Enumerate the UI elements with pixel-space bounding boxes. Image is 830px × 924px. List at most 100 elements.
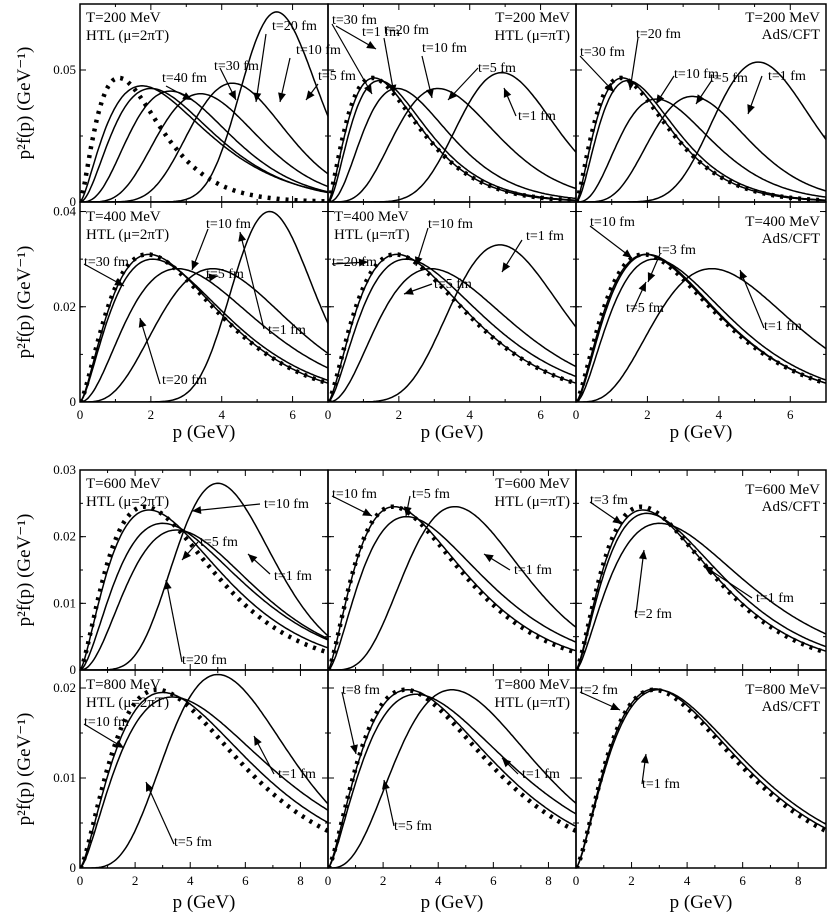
arrow-head <box>362 508 372 516</box>
arrow-head <box>627 80 636 90</box>
temperature-label: T=400 MeV <box>745 214 820 230</box>
arrow-head <box>114 278 124 286</box>
arrow-head <box>254 736 262 746</box>
series-curve <box>328 505 576 670</box>
series-curve <box>328 693 576 868</box>
annotation-label: t=20 fm <box>182 653 227 668</box>
arrow-head <box>238 232 247 242</box>
method-label: HTL (μ=2πT) <box>86 28 169 44</box>
panel-r1c0: 0 2 4 6 0 0.02 0.04 T=400 MeV HTL (μ=2πT) t=10 fm… <box>53 201 329 422</box>
ylabel: p²f(p) (GeV⁻¹) <box>14 713 35 826</box>
series-curve <box>328 689 576 868</box>
series-curve <box>80 258 328 402</box>
annotation-label: t=5 fm <box>200 535 238 550</box>
annotation-label: t=3 fm <box>590 493 628 508</box>
panel-r2c0: 0 0.01 0.02 0.03 T=600 MeV HTL (μ=2πT) t=10 fm… <box>53 462 329 677</box>
annotation-label: t=1 fm <box>522 767 560 782</box>
y-tick-label: 0 <box>70 662 77 677</box>
xlabel: p (GeV) <box>421 422 484 443</box>
series-curve <box>80 85 328 202</box>
series-curve <box>80 482 328 670</box>
annotation-label: t=10 fm <box>428 217 473 232</box>
arrow-head <box>182 550 191 560</box>
x-tick-label: 4 <box>218 407 225 422</box>
series-curve <box>80 509 328 670</box>
x-tick-label: 6 <box>787 407 794 422</box>
series-curve <box>328 515 576 670</box>
arrow-head <box>502 262 511 272</box>
series-curve <box>576 688 826 868</box>
annotation-label: t=1 fm <box>278 767 316 782</box>
equilibrium-curve <box>80 75 328 202</box>
method-label: AdS/CFT <box>762 27 820 43</box>
temperature-label: T=600 MeV <box>495 476 570 492</box>
arrow-head <box>306 90 315 100</box>
series-curve <box>576 253 826 402</box>
arrow-head <box>638 282 646 292</box>
x-tick-label: 4 <box>684 873 691 888</box>
ylabel-row-1: p²f(p) (GeV⁻¹) <box>14 246 35 359</box>
arrow-head <box>228 90 236 100</box>
arrow-head <box>638 550 647 560</box>
arrow-head <box>739 270 748 280</box>
temperature-label: T=400 MeV <box>334 209 409 225</box>
ylabel-row-0: p²f(p) (GeV⁻¹) <box>14 47 35 160</box>
annotation-arrow <box>703 565 753 599</box>
x-tick-label: 6 <box>537 407 544 422</box>
y-tick-label: 0.01 <box>53 595 76 610</box>
arrow-head <box>138 318 147 328</box>
series-curve <box>576 98 826 202</box>
annotation-label: t=10 fm <box>264 497 309 512</box>
temperature-label: T=200 MeV <box>745 10 820 26</box>
arrow-head <box>403 506 412 516</box>
series-curve <box>80 210 328 402</box>
annotation-arrow <box>635 549 645 615</box>
arrow-head <box>640 754 649 764</box>
series-curve <box>328 267 576 402</box>
annotation-label: t=5 fm <box>478 61 516 76</box>
arrow-head <box>448 90 458 100</box>
arrow-head <box>358 258 368 267</box>
x-tick-label: 0 <box>573 407 580 422</box>
annotation-label: t=5 fm <box>174 835 212 850</box>
annotation-label: t=1 fm <box>518 109 556 124</box>
arrow-head <box>253 92 262 102</box>
method-label: HTL (μ=πT) <box>494 494 570 510</box>
annotation-label: t=2 fm <box>580 683 618 698</box>
x-tick-label: 6 <box>289 407 296 422</box>
x-tick-label: 6 <box>242 873 249 888</box>
equilibrium-curve <box>328 504 576 670</box>
series-curve <box>328 689 576 868</box>
equilibrium-curve <box>576 687 826 868</box>
xlabel: p (GeV) <box>670 422 733 443</box>
equilibrium-curve <box>576 504 826 670</box>
annotation-label: t=10 fm <box>296 43 341 58</box>
annotation-label: t=30 fm <box>214 59 259 74</box>
annotation-label: t=8 fm <box>342 683 380 698</box>
annotation-label: t=30 fm <box>84 255 129 270</box>
arrow-head <box>622 249 632 258</box>
method-label: HTL (μ=πT) <box>494 28 570 44</box>
temperature-label: T=200 MeV <box>495 10 570 26</box>
arrow-head <box>208 273 218 282</box>
annotation-label: t=1 fm <box>526 229 564 244</box>
x-tick-label: 8 <box>297 873 304 888</box>
arrow-head <box>192 506 202 515</box>
x-tick-label: 2 <box>132 873 139 888</box>
series-curve <box>576 95 826 202</box>
series-curve <box>80 522 328 670</box>
method-label: HTL (μ=2πT) <box>86 227 169 243</box>
arrow-head <box>350 744 358 754</box>
series-curve <box>576 689 826 868</box>
xlabel: p (GeV) <box>421 892 484 913</box>
annotation-label: t=20 fm <box>384 23 429 38</box>
x-tick-label: 0 <box>325 407 332 422</box>
method-label: HTL (μ=πT) <box>494 695 570 711</box>
series-curve <box>80 11 328 202</box>
series-curve <box>80 90 328 202</box>
y-tick-label: 0 <box>70 860 77 875</box>
y-tick-label: 0.02 <box>53 680 76 695</box>
x-tick-label: 2 <box>396 407 403 422</box>
